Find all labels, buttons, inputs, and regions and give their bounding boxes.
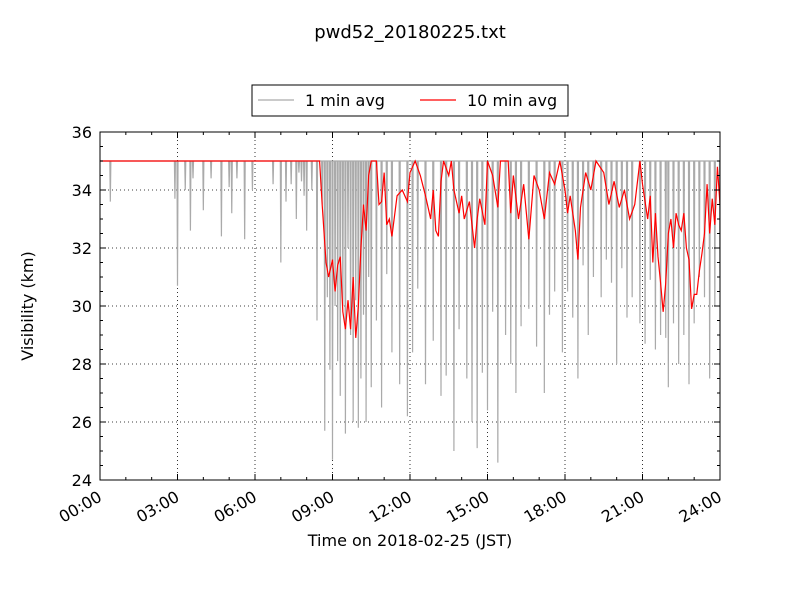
y-tick-label: 34 <box>72 181 92 200</box>
y-tick-label: 28 <box>72 355 92 374</box>
x-axis-label: Time on 2018-02-25 (JST) <box>307 531 512 550</box>
y-tick-label: 24 <box>72 471 92 490</box>
legend-label-1min: 1 min avg <box>305 91 385 110</box>
legend-box <box>251 84 569 117</box>
legend: 1 min avg 10 min avg <box>251 84 569 117</box>
chart-title: pwd52_20180225.txt <box>314 22 506 43</box>
y-axis: 24 26 28 30 32 34 36 <box>72 123 720 490</box>
series-line-10min <box>100 159 720 338</box>
y-tick-label: 32 <box>72 239 92 258</box>
y-tick-label: 36 <box>72 123 92 142</box>
y-axis-label: Visibility (km) <box>18 251 37 360</box>
series-line-1min <box>100 160 720 463</box>
y-tick-label: 26 <box>72 413 92 432</box>
y-tick-label: 30 <box>72 297 92 316</box>
legend-label-10min: 10 min avg <box>467 91 557 110</box>
